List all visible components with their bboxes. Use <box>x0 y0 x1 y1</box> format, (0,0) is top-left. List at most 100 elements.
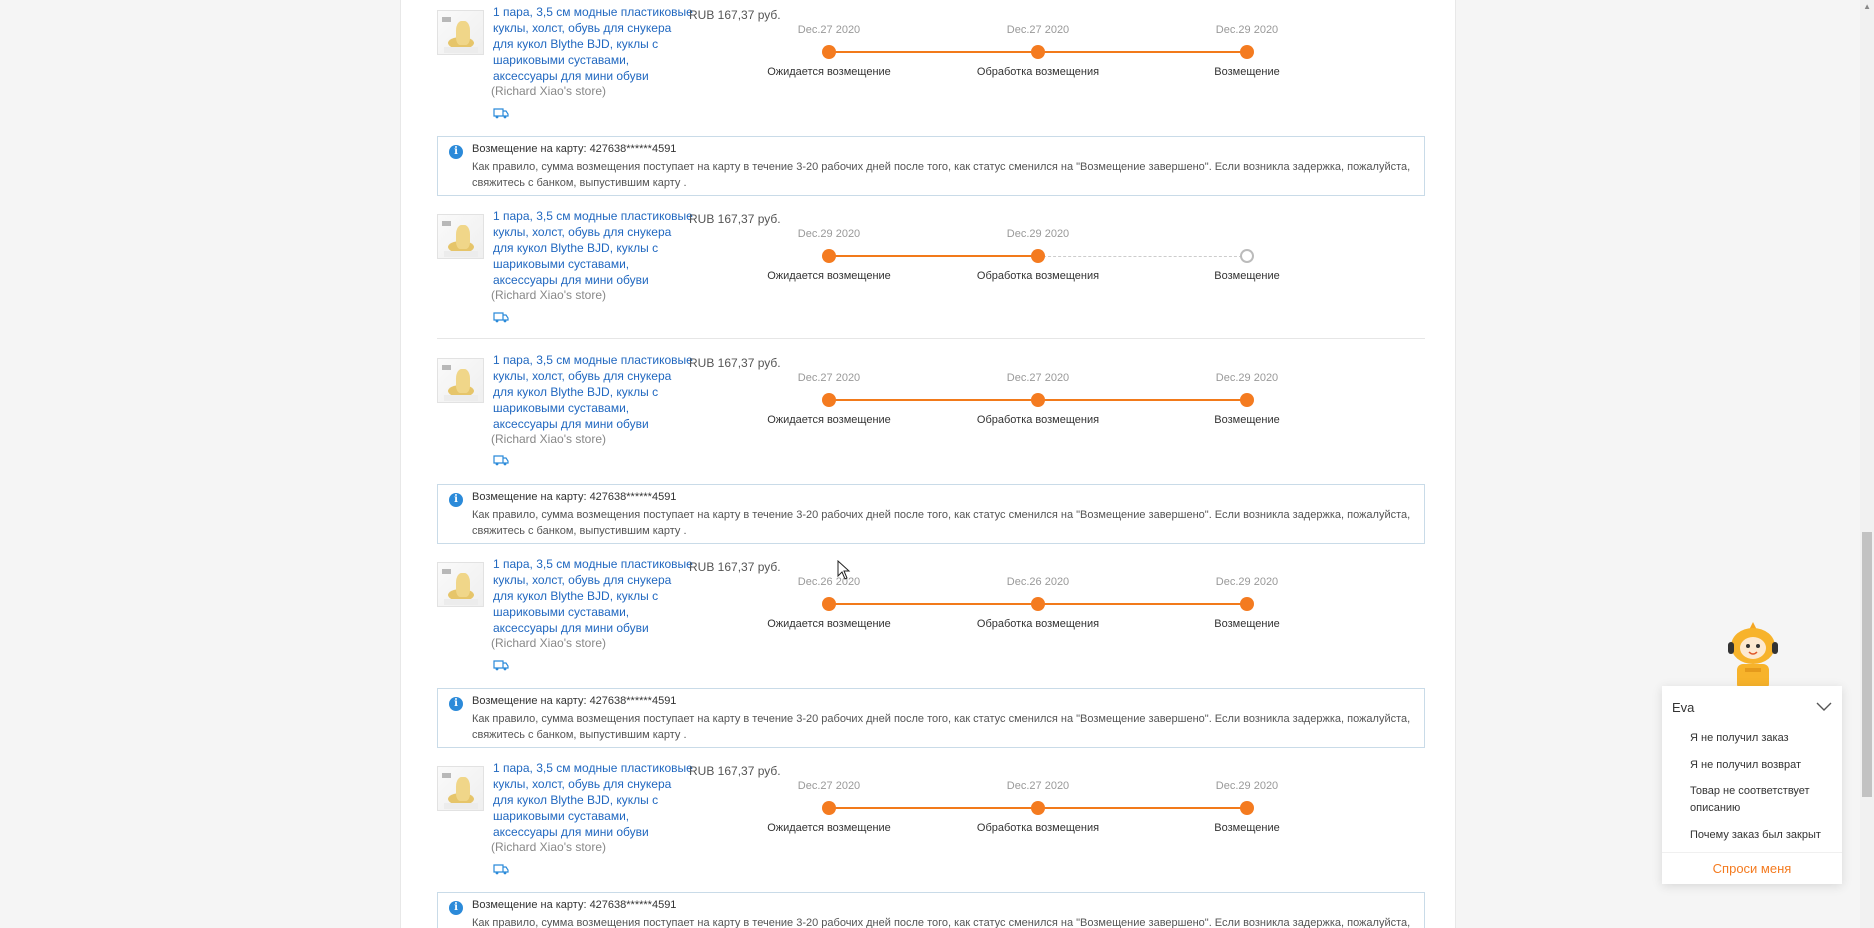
step-dot-done <box>822 801 836 815</box>
price: RUB 167,37 руб. <box>689 764 781 778</box>
step-dot-done <box>1240 45 1254 59</box>
store-name: (Richard Xiao's store) <box>491 288 606 302</box>
price: RUB 167,37 руб. <box>689 8 781 22</box>
chat-assistant-name: Eva <box>1672 700 1695 715</box>
chat-widget: Eva Я не получил заказ Я не получил возв… <box>1662 686 1842 884</box>
step-dot-done <box>822 249 836 263</box>
step-dot-done <box>1240 801 1254 815</box>
refund-timeline: Dec.27 2020 Dec.27 2020 Dec.29 2020 Ожид… <box>757 2 1317 92</box>
product-thumbnail[interactable] <box>437 562 484 607</box>
step-dot-done <box>1031 249 1045 263</box>
store-name: (Richard Xiao's store) <box>491 840 606 854</box>
step-date: Dec.29 2020 <box>1215 780 1279 792</box>
chat-option[interactable]: Почему заказ был закрыт <box>1690 829 1821 841</box>
step-label: Ожидается возмещение <box>767 66 891 78</box>
store-name: (Richard Xiao's store) <box>491 432 606 446</box>
step-date: Dec.29 2020 <box>1215 372 1279 384</box>
product-thumbnail[interactable] <box>437 358 484 403</box>
pending-line <box>1038 256 1247 257</box>
step-date: Dec.27 2020 <box>1006 372 1070 384</box>
step-label: Возмещение <box>1214 270 1280 282</box>
step-label: Ожидается возмещение <box>767 270 891 282</box>
step-dot-done <box>1031 45 1045 59</box>
step-label: Обработка возмещения <box>976 270 1100 282</box>
step-date: Dec.27 2020 <box>1006 780 1070 792</box>
step-label: Ожидается возмещение <box>767 618 891 630</box>
info-icon: i <box>449 493 463 507</box>
refund-timeline: Dec.29 2020 Dec.29 2020 Ожидается возмещ… <box>757 206 1317 296</box>
refund-notice: i Возмещение на карту: 427638******4591 … <box>437 688 1425 748</box>
step-date: Dec.29 2020 <box>797 228 861 240</box>
step-date: Dec.29 2020 <box>1006 228 1070 240</box>
step-label: Ожидается возмещение <box>767 822 891 834</box>
product-thumbnail[interactable] <box>437 214 484 259</box>
step-date: Dec.29 2020 <box>1215 576 1279 588</box>
step-date: Dec.29 2020 <box>1215 24 1279 36</box>
step-label: Ожидается возмещение <box>767 414 891 426</box>
price: RUB 167,37 руб. <box>689 212 781 226</box>
info-icon: i <box>449 901 463 915</box>
shipping-truck-icon[interactable] <box>493 659 509 671</box>
step-dot-done <box>822 597 836 611</box>
step-dot-done <box>1031 597 1045 611</box>
product-title-link[interactable]: 1 пара, 3,5 см модные пластиковые куклы,… <box>493 209 693 287</box>
item-divider <box>437 338 1425 339</box>
chat-option[interactable]: Товар не соответствует описанию <box>1690 785 1810 814</box>
mouse-cursor-icon <box>837 560 851 580</box>
refund-item: 1 пара, 3,5 см модные пластиковые куклы,… <box>437 350 1425 490</box>
step-label: Обработка возмещения <box>976 618 1100 630</box>
step-label: Возмещение <box>1214 618 1280 630</box>
store-name: (Richard Xiao's store) <box>491 636 606 650</box>
step-dot-pending <box>1240 249 1254 263</box>
refund-item: 1 пара, 3,5 см модные пластиковые куклы,… <box>437 206 1425 346</box>
info-icon: i <box>449 697 463 711</box>
refund-notice: i Возмещение на карту: 427638******4591 … <box>437 892 1425 928</box>
shipping-truck-icon[interactable] <box>493 863 509 875</box>
refund-item: 1 пара, 3,5 см модные пластиковые куклы,… <box>437 758 1425 898</box>
step-dot-done <box>822 45 836 59</box>
refund-item: 1 пара, 3,5 см модные пластиковые куклы,… <box>437 554 1425 694</box>
product-title-link[interactable]: 1 пара, 3,5 см модные пластиковые куклы,… <box>493 761 693 839</box>
step-dot-done <box>1240 393 1254 407</box>
step-dot-done <box>1031 801 1045 815</box>
progress-line <box>829 255 1038 257</box>
chevron-down-icon[interactable] <box>1816 700 1832 712</box>
step-date: Dec.27 2020 <box>1006 24 1070 36</box>
shipping-truck-icon[interactable] <box>493 454 509 466</box>
notice-text: Как правило, сумма возмещения поступает … <box>472 713 1411 741</box>
step-date: Dec.27 2020 <box>797 24 861 36</box>
step-label: Возмещение <box>1214 66 1280 78</box>
notice-card: Возмещение на карту: 427638******4591 <box>472 899 677 911</box>
notice-card: Возмещение на карту: 427638******4591 <box>472 491 677 503</box>
product-thumbnail[interactable] <box>437 766 484 811</box>
step-dot-done <box>1031 393 1045 407</box>
price: RUB 167,37 руб. <box>689 560 781 574</box>
price: RUB 167,37 руб. <box>689 356 781 370</box>
chat-option[interactable]: Я не получил заказ <box>1690 732 1789 744</box>
refund-notice: i Возмещение на карту: 427638******4591 … <box>437 484 1425 544</box>
page-scrollbar[interactable]: ▲ <box>1860 0 1874 928</box>
notice-text: Как правило, сумма возмещения поступает … <box>472 509 1411 537</box>
product-title-link[interactable]: 1 пара, 3,5 см модные пластиковые куклы,… <box>493 353 693 431</box>
notice-text: Как правило, сумма возмещения поступает … <box>472 917 1411 928</box>
ask-me-button[interactable]: Спроси меня <box>1662 852 1842 876</box>
product-title-link[interactable]: 1 пара, 3,5 см модные пластиковые куклы,… <box>493 5 693 83</box>
scroll-up-icon[interactable]: ▲ <box>1863 2 1871 11</box>
refund-timeline: Dec.27 2020 Dec.27 2020 Dec.29 2020 Ожид… <box>757 758 1317 848</box>
step-label: Возмещение <box>1214 822 1280 834</box>
notice-card: Возмещение на карту: 427638******4591 <box>472 143 677 155</box>
product-thumbnail[interactable] <box>437 10 484 55</box>
step-date: Dec.27 2020 <box>797 780 861 792</box>
shipping-truck-icon[interactable] <box>493 311 509 323</box>
refund-page: 1 пара, 3,5 см модные пластиковые куклы,… <box>400 0 1456 928</box>
scrollbar-thumb[interactable] <box>1862 532 1872 797</box>
shipping-truck-icon[interactable] <box>493 107 509 119</box>
step-label: Обработка возмещения <box>976 66 1100 78</box>
step-dot-done <box>822 393 836 407</box>
chat-option[interactable]: Я не получил возврат <box>1690 759 1801 771</box>
step-date: Dec.26 2020 <box>797 576 861 588</box>
notice-text: Как правило, сумма возмещения поступает … <box>472 161 1411 189</box>
product-title-link[interactable]: 1 пара, 3,5 см модные пластиковые куклы,… <box>493 557 693 635</box>
mascot-icon[interactable] <box>1725 620 1781 690</box>
step-label: Обработка возмещения <box>976 822 1100 834</box>
